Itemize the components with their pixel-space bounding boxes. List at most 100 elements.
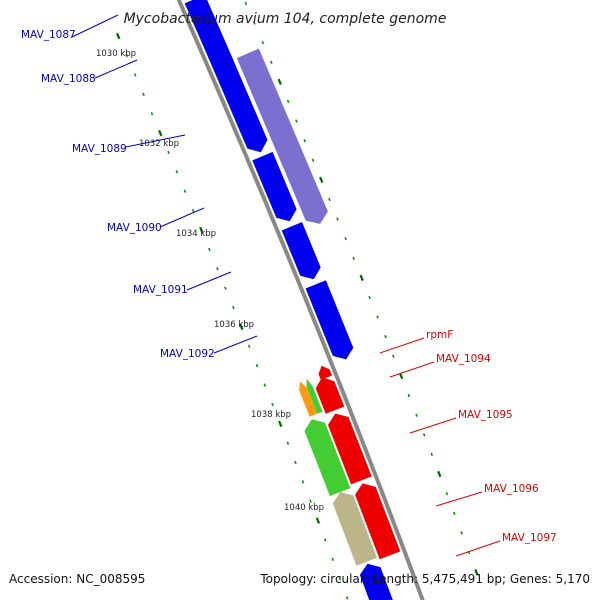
tick-label-4: 1038 kbp — [251, 410, 291, 420]
tick-mark-outer-22 — [294, 460, 297, 465]
tick-mark-inner-6 — [286, 99, 290, 104]
tick-label-1: 1032 kbp — [139, 139, 179, 149]
tick-label-3: 1036 kbp — [214, 320, 254, 330]
tick-mark-inner-8 — [303, 138, 307, 143]
gene-leader-mav_1087 — [71, 14, 119, 38]
tick-marks — [115, 1, 479, 600]
tick-mark-inner-26 — [445, 491, 449, 496]
tick-mark-inner-25 — [437, 470, 442, 478]
gene-arrow-mav-1096a — [355, 483, 401, 560]
tick-mark-inner-24 — [430, 452, 434, 457]
gene-arrow-mav-1096 — [332, 492, 377, 566]
tick-mark-inner-12 — [336, 217, 339, 221]
gene-arrow-mav-1094a — [306, 378, 323, 414]
gene-leader-rpmf — [379, 337, 425, 354]
tick-mark-outer-27 — [331, 557, 334, 561]
gene-label-mav_1097: MAV_1097 — [502, 532, 557, 544]
tick-mark-inner-1 — [244, 1, 248, 6]
tick-mark-outer-6 — [167, 150, 170, 155]
gene-leader-mav_1092 — [213, 335, 258, 354]
tick-mark-outer-29 — [345, 596, 349, 600]
gene-features — [184, 0, 401, 600]
backbone-group — [176, 0, 425, 600]
gene-label-mav_1090: MAV_1090 — [107, 222, 162, 234]
tick-mark-outer-16 — [247, 344, 251, 348]
tick-mark-outer-24 — [309, 499, 312, 503]
gene-labels: 1030 kbp 1032 kbp 1034 kbp 1036 kbp 1038 kbp… — [21, 14, 557, 557]
gene-arrow-mav-1091 — [281, 222, 321, 280]
tick-label-0: 1030 kbp — [96, 49, 136, 59]
tick-mark-inner-27 — [452, 511, 456, 515]
tick-mark-outer-23 — [301, 480, 305, 484]
gene-arrow-mav-1093 — [315, 377, 345, 414]
gene-arrow-mav-1097 — [359, 563, 393, 600]
gene-arrow-mav-1092 — [305, 280, 354, 360]
tick-mark-inner-9 — [311, 158, 315, 162]
tick-mark-inner-14 — [352, 256, 356, 260]
gene-label-mav_1091: MAV_1091 — [133, 284, 188, 296]
tick-mark-outer-17 — [255, 363, 259, 368]
gene-leader-mav_1090 — [159, 207, 205, 228]
tick-mark-inner-20 — [398, 372, 404, 380]
tick-mark-inner-28 — [460, 531, 463, 535]
tick-mark-outer-15 — [239, 323, 244, 331]
tick-mark-outer-7 — [175, 170, 179, 174]
gene-arrow-mav-1087 — [184, 0, 234, 73]
tick-mark-outer-13 — [224, 286, 227, 290]
tick-mark-inner-30 — [474, 568, 479, 576]
map-title: Mycobacterium avium 104, complete genome — [124, 11, 447, 27]
tick-label-5: 1040 kbp — [284, 503, 324, 513]
tick-mark-outer-26 — [324, 538, 327, 542]
gene-label-mav_1092: MAV_1092 — [160, 348, 215, 360]
gene-leader-mav_1097 — [455, 540, 501, 557]
gene-arrow-rpmf — [318, 365, 332, 380]
gene-leader-mav_1088 — [94, 59, 138, 79]
tick-mark-inner-19 — [391, 354, 395, 358]
tick-mark-inner-17 — [376, 315, 379, 319]
tick-mark-outer-19 — [271, 402, 274, 407]
gene-arrow-mav-1094 — [299, 381, 318, 417]
tick-mark-outer-25 — [315, 517, 321, 524]
tick-mark-outer-5 — [158, 129, 163, 137]
gene-label-mav_1089: MAV_1089 — [72, 143, 127, 155]
gene-label-mav_1088: MAV_1088 — [41, 73, 96, 85]
tick-mark-inner-22 — [415, 413, 418, 417]
gene-label-mav_1094: MAV_1094 — [436, 353, 491, 365]
tick-mark-outer-11 — [208, 247, 211, 252]
tick-mark-inner-4 — [269, 60, 273, 64]
gene-leader-mav_1096 — [435, 491, 483, 507]
genome-backbone — [176, 0, 425, 600]
gene-leader-mav_1091 — [186, 271, 232, 291]
tick-mark-outer-1 — [125, 53, 129, 58]
gene-leader-mav_1089 — [125, 134, 186, 148]
gene-leader-mav_1095 — [409, 417, 457, 434]
gene-arrow-mav-1088 — [212, 57, 268, 153]
tick-mark-inner-11 — [328, 197, 331, 202]
tick-mark-inner-3 — [261, 40, 265, 45]
tick-mark-outer-8 — [183, 189, 187, 193]
tick-mark-outer-21 — [286, 441, 290, 445]
gene-arrow-mav-1090 — [252, 151, 297, 222]
tick-mark-outer-9 — [191, 208, 195, 213]
tick-mark-inner-18 — [384, 335, 387, 339]
tick-mark-inner-23 — [422, 433, 426, 437]
genome-summary-text: Topology: circular; Length: 5,475,491 bp… — [260, 572, 590, 586]
tick-mark-inner-15 — [359, 274, 364, 282]
tick-mark-inner-10 — [319, 176, 324, 184]
tick-mark-outer-3 — [142, 92, 145, 96]
gene-arrow-mav-1095 — [304, 419, 351, 496]
tick-mark-inner-5 — [277, 78, 282, 86]
gene-label-rpmf: rpmF — [426, 329, 453, 341]
tick-mark-outer-12 — [216, 267, 219, 271]
gene-label-mav_1096: MAV_1096 — [484, 483, 539, 495]
tick-mark-outer-28 — [338, 576, 342, 581]
accession-text: Accession: NC_008595 — [9, 572, 146, 586]
tick-mark-inner-21 — [407, 393, 411, 398]
tick-mark-outer-20 — [278, 420, 283, 427]
tick-mark-inner-2 — [253, 21, 256, 25]
tick-mark-inner-16 — [368, 295, 371, 300]
gene-arrow-mav-1089 — [236, 48, 328, 224]
gene-label-mav_1095: MAV_1095 — [458, 409, 513, 421]
